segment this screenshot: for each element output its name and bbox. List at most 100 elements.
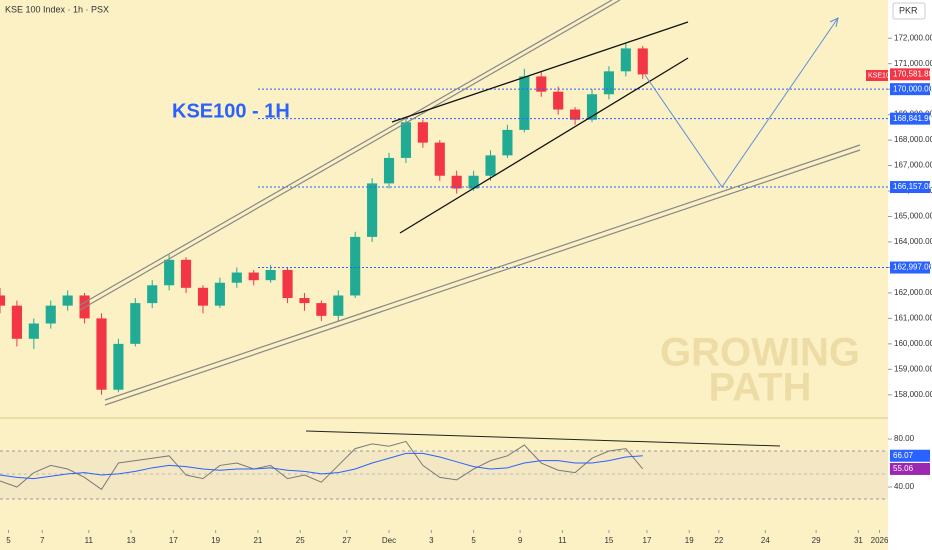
x-tick-label: 3	[429, 536, 434, 545]
rsi-line	[0, 452, 643, 480]
watermark-text: GROWING	[660, 331, 860, 375]
plot	[0, 43, 888, 491]
x-tick-label: 2026	[871, 536, 889, 545]
candle-body	[637, 48, 648, 75]
x-tick-label: 9	[518, 536, 523, 545]
candle-body	[451, 175, 462, 189]
x-tick-label: 29	[812, 536, 821, 545]
candle-body	[316, 303, 327, 316]
level-box	[890, 112, 930, 125]
watermark: GROWING PATH	[660, 331, 860, 410]
candle-body	[519, 76, 530, 130]
x-tick-label: 24	[761, 536, 770, 545]
candle-body	[62, 295, 73, 306]
level-label: 170,000.00	[893, 84, 932, 93]
y-tick-label: 164,000.00	[894, 237, 932, 246]
candle-body	[367, 183, 378, 237]
wedge-line	[391, 21, 689, 123]
candle-body	[485, 155, 496, 176]
channel-line	[104, 144, 861, 401]
x-tick-label: 5	[471, 536, 476, 545]
candle-body	[586, 94, 598, 120]
candle-body	[502, 129, 513, 156]
candle-body	[214, 282, 225, 306]
chart-title: KSE 100 Index · 1h · PSX	[5, 4, 109, 14]
x-tick-label: 25	[296, 536, 305, 545]
y-tick-label: 158,000.00	[894, 390, 932, 399]
watermark-text: PATH	[709, 366, 812, 410]
rsi-line	[0, 440, 644, 491]
candle-body	[536, 76, 547, 92]
level-label: 168,841.96	[893, 114, 932, 123]
x-tick-label: 5	[6, 536, 11, 545]
candle-body	[96, 318, 107, 390]
channel-line	[79, 0, 613, 306]
channel-line	[79, 0, 621, 311]
candle-body	[299, 298, 310, 304]
candle-body	[570, 109, 581, 120]
x-tick-label: 15	[604, 536, 613, 545]
y-tick-label: 167,000.00	[894, 161, 932, 170]
candle-body	[11, 305, 22, 339]
candle-body	[28, 323, 39, 339]
candle-body	[468, 175, 479, 189]
level-label: 170,581.88	[893, 69, 932, 78]
level-label: 66.07	[893, 451, 914, 460]
channel-line	[104, 149, 861, 406]
wedge-line	[399, 57, 689, 234]
candle-body	[282, 270, 293, 299]
candle-body	[333, 295, 344, 316]
candle-body	[0, 295, 6, 306]
level-label: 55.06	[893, 464, 914, 473]
level-box	[890, 462, 930, 475]
y-tick-label: 159,000.00	[894, 364, 932, 373]
y-tick-label: 40.00	[894, 482, 915, 491]
projection-path	[644, 17, 839, 188]
projection-arrow	[829, 17, 839, 28]
x-tick-label: 27	[342, 536, 351, 545]
candle-body	[248, 272, 259, 281]
level-box	[890, 261, 930, 274]
y-tick-label: 172,000.00	[894, 33, 932, 42]
candle-body	[383, 157, 395, 184]
candle-body	[553, 91, 564, 110]
candle-body	[147, 285, 158, 304]
level-box	[890, 449, 930, 462]
y-tick-label: 162,000.00	[894, 288, 932, 297]
x-tick-label: 17	[643, 536, 652, 545]
candle-body	[164, 259, 175, 286]
candle-body	[620, 48, 631, 72]
drawings	[79, 0, 861, 447]
y-tick-label: 168,000.00	[894, 135, 932, 144]
x-tick-label: Dec	[382, 536, 396, 545]
candle-body	[113, 343, 124, 390]
annotation: KSE100 - 1H	[172, 100, 290, 122]
candle-body	[434, 142, 445, 176]
candle-body	[265, 270, 276, 281]
x-tick-label: 7	[40, 536, 45, 545]
level-label: 166,157.08	[893, 182, 932, 191]
x-tick-label: 22	[714, 536, 723, 545]
y-tick-label: 80.00	[894, 434, 915, 443]
candle-body	[603, 71, 614, 95]
x-tick-label: 31	[854, 536, 863, 545]
currency: PKR	[899, 5, 918, 15]
y-tick-label: 165,000.00	[894, 212, 932, 221]
y-tick-label: 161,000.00	[894, 314, 932, 323]
candle-body	[45, 305, 56, 324]
candle-body	[130, 303, 141, 344]
level-box	[890, 68, 930, 81]
x-tick-label: 17	[169, 536, 178, 545]
y-tick-label: 160,000.00	[894, 339, 932, 348]
x-tick-label: 11	[85, 536, 94, 545]
x-tick-label: 11	[558, 536, 567, 545]
rsi-trend-line	[305, 430, 781, 447]
level-box	[890, 83, 930, 96]
candle-body	[417, 122, 428, 143]
y-tick-label: 171,000.00	[894, 59, 932, 68]
level-box	[890, 181, 930, 194]
candle-body	[350, 236, 361, 296]
candle-body	[400, 122, 412, 158]
candle-body	[231, 272, 242, 283]
